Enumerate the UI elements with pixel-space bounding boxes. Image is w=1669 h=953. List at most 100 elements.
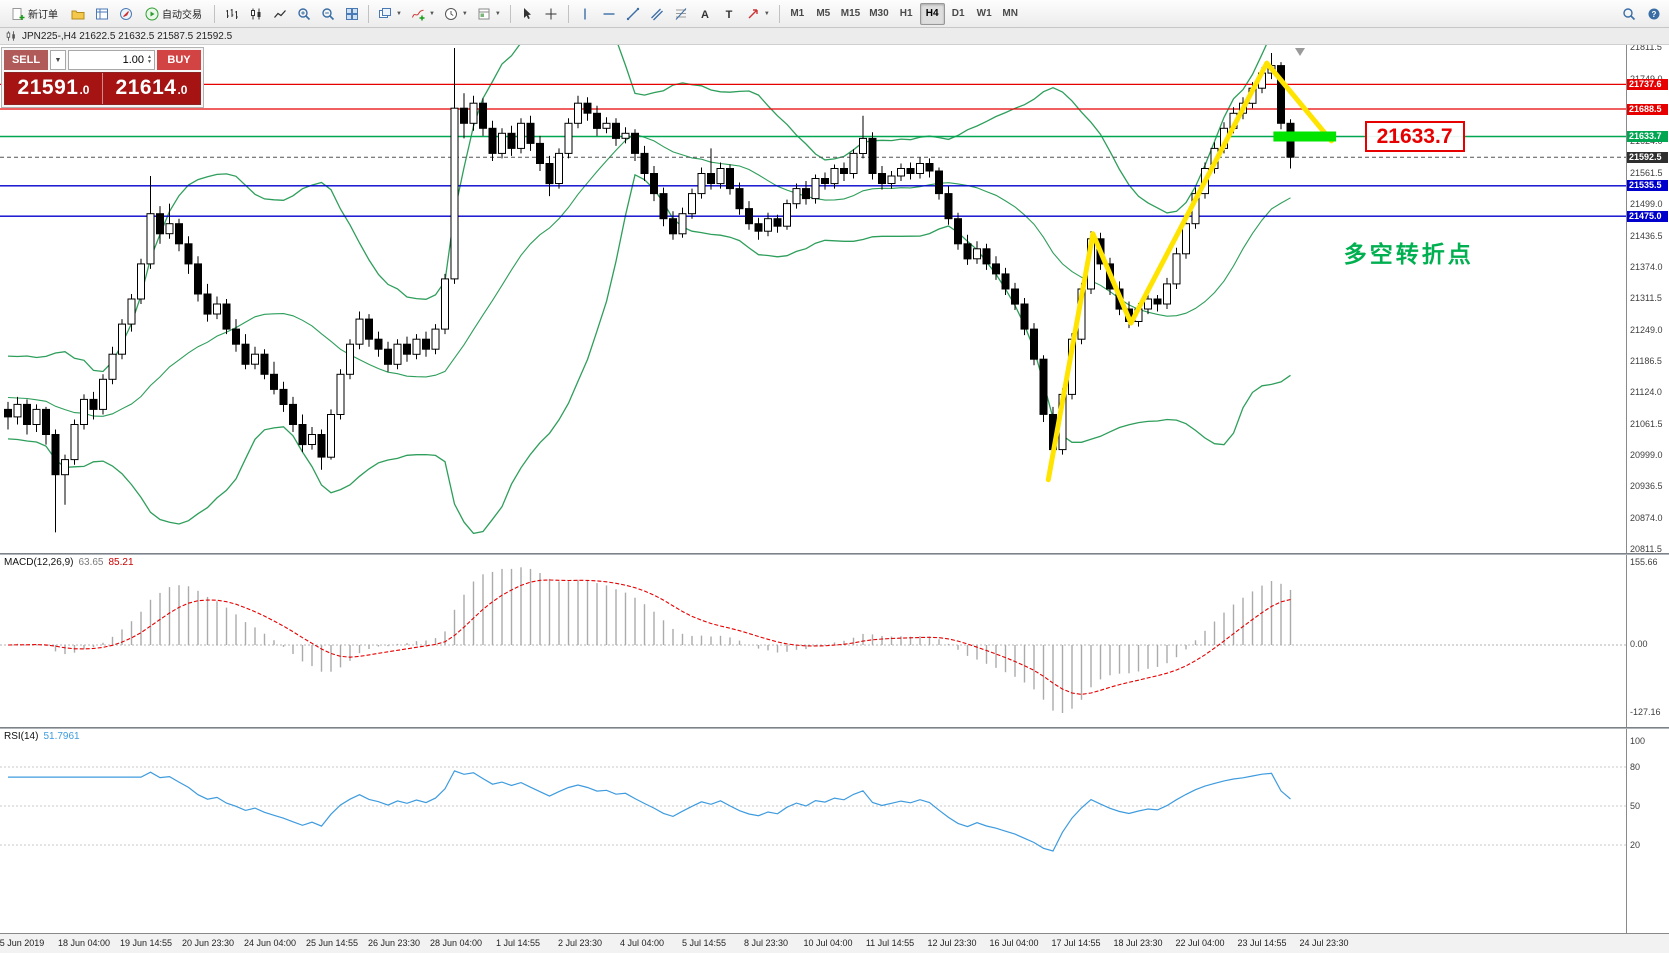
time-label: 18 Jul 23:30 — [1113, 938, 1163, 948]
annotation-note-text[interactable]: 多空转折点 — [1343, 240, 1474, 267]
stepper-down-icon[interactable]: ▼ — [147, 59, 152, 65]
time-axis[interactable]: 5 Jun 2019 18 Jun 04:00 19 Jun 14:55 20 Jun… — [0, 933, 1669, 953]
price-grid-label: 21061.5 — [1630, 418, 1663, 429]
time-label: 20 Jun 23:30 — [181, 938, 235, 948]
time-label: 24 Jul 23:30 — [1299, 938, 1349, 948]
text-tool-button[interactable]: A — [694, 3, 717, 25]
timeframe-m1-button[interactable]: M1 — [790, 8, 805, 19]
rsi-panel: 100 80 50 20 RSI(14) 51.7961 — [0, 729, 1669, 933]
horizontal-line-button[interactable] — [598, 3, 621, 25]
timeframe-m30-button[interactable]: M30 — [869, 8, 889, 19]
arrows-tool-button[interactable]: ▼ — [742, 3, 774, 25]
label-tool-button[interactable]: T — [718, 3, 741, 25]
panel-splitter[interactable] — [0, 553, 1669, 555]
sell-price-frac: .0 — [79, 83, 90, 97]
timeframe-h4-button[interactable]: H4 — [919, 2, 945, 25]
cursor-button[interactable] — [516, 3, 539, 25]
market-watch-button[interactable] — [90, 3, 113, 25]
zoom-in-button[interactable] — [292, 3, 315, 25]
rsi-grid-label: 80 — [1630, 762, 1641, 772]
timeframe-group: M1 M5 M15 M30 H1 H4 D1 W1 MN — [785, 2, 1023, 25]
dropdown-caret-icon: ▼ — [428, 10, 435, 17]
timeframe-h1-button[interactable]: H1 — [899, 8, 913, 19]
time-label: 18 Jun 04:00 — [57, 938, 111, 948]
time-label: 16 Jul 04:00 — [989, 938, 1039, 948]
macd-name: MACD(12,26,9) — [4, 557, 74, 568]
arrange-windows-button[interactable]: ▼ — [374, 3, 406, 25]
rsi-axis[interactable]: 100 80 50 20 — [1626, 729, 1669, 933]
macd-signal-value: 85.21 — [108, 557, 134, 568]
buy-price-main: 21614 — [115, 76, 177, 99]
rsi-value: 51.7961 — [43, 731, 80, 742]
main-toolbar: 新订单 自动交易 — [0, 0, 1669, 28]
dropdown-caret-icon: ▼ — [396, 10, 402, 17]
toolbar-separator — [368, 4, 369, 23]
volume-input[interactable]: 1.00 ▲ ▼ — [68, 50, 155, 70]
stepper-up-icon[interactable]: ▲ — [147, 54, 152, 60]
dropdown-caret-icon: ▼ — [763, 10, 770, 17]
new-order-button[interactable]: 新订单 — [4, 3, 65, 25]
search-button[interactable] — [1617, 3, 1640, 25]
indicators-button[interactable]: ▼ — [407, 3, 439, 25]
fibonacci-button[interactable] — [670, 3, 693, 25]
line-chart-button[interactable] — [268, 3, 291, 25]
help-button[interactable]: ? — [1642, 3, 1665, 25]
price-callout-box[interactable]: 21633.7 — [1364, 120, 1465, 152]
chart-tab-icon — [6, 31, 15, 41]
sell-price[interactable]: 21591.0 — [5, 73, 103, 104]
vertical-line-button[interactable] — [574, 3, 597, 25]
folder-icon — [71, 10, 84, 19]
candlestick-chart-button[interactable] — [244, 3, 267, 25]
timeframe-mn-button[interactable]: MN — [1002, 8, 1018, 19]
autotrading-button[interactable]: 自动交易 — [138, 3, 209, 25]
macd-axis[interactable]: 155.66 0.00 -127.16 — [1626, 555, 1669, 727]
rsi-name: RSI(14) — [4, 731, 39, 742]
price-grid-label: 21124.0 — [1630, 387, 1662, 398]
time-label: 1 Jul 14:55 — [495, 938, 541, 948]
channel-button[interactable] — [646, 3, 669, 25]
chart-title-row: JPN225-,H4 21622.5 21632.5 21587.5 21592… — [0, 28, 1669, 45]
volume-stepper[interactable]: ▲ ▼ — [147, 55, 152, 65]
line-chart-icon — [273, 9, 286, 18]
price-grid-label: 20936.5 — [1630, 481, 1663, 492]
rsi-grid-label: 20 — [1630, 840, 1641, 850]
time-label: 17 Jul 14:55 — [1051, 938, 1101, 948]
periods-button[interactable]: ▼ — [440, 3, 472, 25]
price-grid-label: 21311.5 — [1630, 293, 1662, 304]
price-grid-label: 21561.5 — [1630, 167, 1663, 178]
rsi-grid-label: 50 — [1630, 801, 1641, 811]
buy-price[interactable]: 21614.0 — [103, 73, 200, 104]
rsi-label: RSI(14) 51.7961 — [4, 731, 80, 742]
zoom-out-button[interactable] — [316, 3, 339, 25]
price-level-tag: 21535.5 — [1627, 180, 1668, 192]
macd-chart[interactable] — [0, 555, 1626, 727]
buy-price-frac: .0 — [177, 83, 188, 97]
tile-windows-button[interactable] — [340, 3, 363, 25]
time-label: 26 Jun 23:30 — [367, 938, 421, 948]
rsi-chart[interactable] — [0, 729, 1626, 933]
panel-splitter[interactable] — [0, 727, 1669, 729]
profiles-button[interactable] — [66, 3, 89, 25]
horizontal-line-icon — [603, 12, 615, 15]
price-grid-label: 21249.0 — [1630, 324, 1663, 335]
sell-button[interactable]: SELL — [4, 50, 48, 70]
candlestick-chart[interactable] — [0, 45, 1626, 553]
templates-button[interactable]: ▼ — [473, 3, 505, 25]
timeframe-m5-button[interactable]: M5 — [816, 8, 831, 19]
trendline-button[interactable] — [622, 3, 645, 25]
svg-text:A: A — [701, 9, 709, 21]
trendline-icon — [627, 7, 640, 20]
time-label: 2 Jul 23:30 — [557, 938, 603, 948]
crosshair-button[interactable] — [540, 3, 563, 25]
chart-title: JPN225-,H4 21622.5 21632.5 21587.5 21592… — [22, 30, 233, 42]
navigator-button[interactable] — [114, 3, 137, 25]
timeframe-w1-button[interactable]: W1 — [976, 8, 992, 19]
autotrading-play-icon — [145, 7, 159, 20]
timeframe-d1-button[interactable]: D1 — [951, 8, 965, 19]
buy-button[interactable]: BUY — [157, 50, 201, 70]
order-options-dropdown[interactable]: ▼ — [50, 50, 66, 70]
bar-chart-button[interactable] — [220, 3, 243, 25]
price-axis[interactable]: 21811.521749.021686.521624.021561.521499… — [1626, 45, 1669, 553]
toolbar-right-group: ? — [1617, 3, 1665, 25]
timeframe-m15-button[interactable]: M15 — [840, 8, 861, 19]
